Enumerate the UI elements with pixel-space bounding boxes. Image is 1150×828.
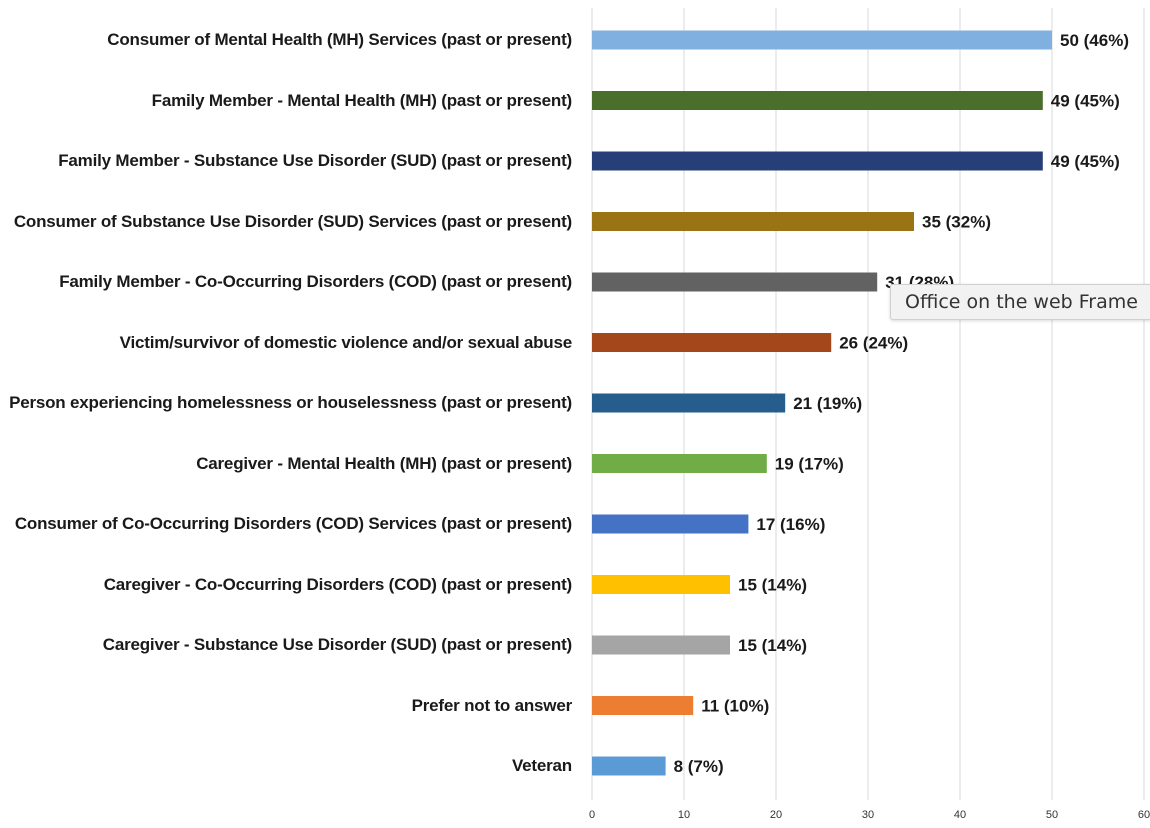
- data-label: 49 (45%): [1051, 152, 1120, 171]
- category-label: Person experiencing homelessness or hous…: [9, 393, 572, 412]
- bar: [592, 393, 786, 413]
- category-label: Family Member - Mental Health (MH) (past…: [151, 90, 573, 110]
- data-label: 26 (24%): [839, 334, 908, 353]
- bar: [592, 514, 749, 534]
- bar: [592, 454, 767, 473]
- category-label: Family Member - Co-Occurring Disorders (…: [59, 272, 572, 291]
- bar: [592, 272, 878, 292]
- category-label: Caregiver - Mental Health (MH) (past or …: [196, 453, 572, 473]
- bar: [592, 333, 832, 352]
- bar: [592, 151, 1043, 171]
- category-label: Consumer of Mental Health (MH) Services …: [107, 30, 572, 49]
- x-tick-label: 0: [589, 809, 595, 821]
- category-label: Consumer of Substance Use Disorder (SUD)…: [13, 211, 572, 231]
- data-label: 11 (10%): [701, 697, 769, 716]
- category-label: Prefer not to answer: [411, 695, 573, 715]
- bar: [592, 696, 694, 715]
- x-tick-label: 10: [678, 809, 690, 821]
- category-label: Family Member - Substance Use Disorder (…: [58, 151, 572, 170]
- bar: [592, 30, 1052, 50]
- data-label: 21 (19%): [793, 394, 862, 413]
- bar: [592, 575, 730, 594]
- bar: [592, 212, 914, 231]
- data-label: 15 (14%): [738, 636, 807, 655]
- category-label: Victim/survivor of domestic violence and…: [119, 332, 573, 352]
- bar: [592, 91, 1043, 110]
- bar: [592, 756, 666, 776]
- data-label: 19 (17%): [775, 455, 844, 474]
- x-tick-label: 50: [1046, 809, 1058, 821]
- category-label: Veteran: [511, 756, 572, 775]
- x-tick-label: 30: [862, 809, 874, 821]
- data-label: 50 (46%): [1060, 31, 1129, 50]
- data-label: 17 (16%): [756, 515, 825, 534]
- x-tick-label: 40: [954, 809, 966, 821]
- bar: [592, 635, 730, 655]
- data-label: 8 (7%): [674, 757, 724, 776]
- category-label: Consumer of Co-Occurring Disorders (COD)…: [14, 514, 572, 533]
- tooltip: Office on the web Frame: [890, 284, 1150, 320]
- category-label: Caregiver - Co-Occurring Disorders (COD)…: [103, 574, 572, 594]
- data-label: 35 (32%): [922, 213, 991, 232]
- x-tick-label: 60: [1138, 809, 1150, 821]
- data-label: 49 (45%): [1051, 92, 1120, 111]
- data-label: 15 (14%): [738, 576, 807, 595]
- category-label: Caregiver - Substance Use Disorder (SUD)…: [102, 635, 572, 654]
- x-tick-label: 20: [770, 809, 782, 821]
